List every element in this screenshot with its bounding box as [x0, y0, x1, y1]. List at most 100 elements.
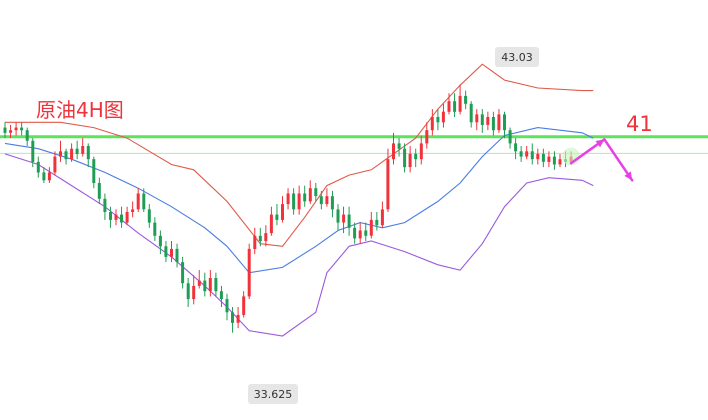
- candle-body: [31, 140, 35, 162]
- candle: [342, 206, 346, 234]
- candle: [530, 143, 534, 165]
- projection-arrows: [569, 138, 634, 182]
- projection-arrow-up: [569, 138, 606, 165]
- candle-body: [397, 143, 401, 149]
- target-price-label: 41: [626, 112, 653, 136]
- candle: [525, 146, 529, 160]
- candle-body: [453, 101, 457, 112]
- projection-arrow-up-head: [595, 139, 605, 148]
- candle-body: [491, 117, 495, 131]
- candle-body: [164, 246, 168, 257]
- low-price-label-box: [248, 384, 298, 404]
- candle-body: [330, 196, 334, 210]
- candle: [9, 124, 13, 139]
- candle: [197, 270, 201, 289]
- candle: [242, 291, 246, 318]
- candle: [347, 206, 351, 236]
- candle-body: [253, 235, 257, 249]
- candle: [164, 241, 168, 263]
- candle-body: [403, 148, 407, 168]
- candle: [408, 146, 412, 173]
- candle: [236, 307, 240, 329]
- candle-body: [42, 172, 46, 181]
- candle-body: [92, 159, 96, 183]
- candle-body: [319, 196, 323, 205]
- candle-body: [3, 127, 7, 133]
- candle: [503, 111, 506, 139]
- candle-body: [9, 130, 13, 133]
- candle: [253, 227, 257, 255]
- candle: [353, 222, 357, 244]
- candle: [375, 212, 379, 231]
- candle: [175, 243, 179, 268]
- candle-body: [419, 143, 423, 160]
- candle-body: [530, 151, 534, 160]
- candle: [25, 127, 29, 147]
- candle: [392, 132, 395, 165]
- candle-body: [203, 280, 207, 292]
- candle: [75, 140, 79, 160]
- candle-body: [414, 153, 418, 160]
- candle: [447, 93, 451, 115]
- candle-body: [59, 151, 62, 157]
- candle-body: [153, 222, 157, 236]
- candle-body: [519, 151, 523, 157]
- candle-body: [430, 117, 434, 131]
- candle-body: [142, 193, 146, 210]
- horizontal-levels: [0, 135, 708, 154]
- candle-body: [314, 188, 318, 197]
- candle: [181, 256, 185, 289]
- candle-body: [353, 227, 357, 239]
- candle-body: [36, 161, 40, 173]
- candle-body: [342, 214, 346, 223]
- low-price-label-text: 33.625: [254, 388, 293, 401]
- candle: [297, 185, 301, 215]
- candle-body: [297, 193, 301, 210]
- candle: [458, 84, 462, 115]
- candle: [453, 93, 457, 117]
- candle: [131, 201, 135, 218]
- candle: [109, 206, 112, 228]
- candle: [208, 270, 212, 297]
- candle: [36, 156, 40, 178]
- candle-body: [214, 278, 218, 292]
- candle: [547, 151, 551, 168]
- candle-body: [20, 127, 24, 131]
- candle-body: [486, 117, 490, 125]
- candle: [42, 167, 46, 183]
- candle: [319, 190, 323, 210]
- candle: [214, 272, 218, 297]
- candle-body: [242, 296, 246, 315]
- candle: [97, 177, 101, 205]
- candle-body: [97, 183, 101, 199]
- candle-body: [441, 111, 445, 123]
- candle: [403, 143, 407, 173]
- candle: [170, 241, 173, 263]
- candle: [308, 180, 312, 205]
- candle: [508, 127, 512, 149]
- candle-body: [514, 143, 518, 152]
- candle: [136, 188, 140, 212]
- candle-body: [286, 193, 290, 205]
- candle: [303, 185, 307, 207]
- candle: [203, 272, 207, 297]
- candle: [269, 206, 273, 236]
- candle-body: [186, 283, 190, 300]
- candle-body: [225, 299, 229, 313]
- candle-body: [464, 95, 468, 104]
- candle-body: [219, 291, 223, 300]
- candle-body: [236, 314, 240, 323]
- candle: [81, 138, 85, 157]
- candle: [186, 277, 190, 307]
- candle-body: [525, 151, 529, 157]
- candle: [419, 135, 423, 165]
- candle-body: [86, 146, 90, 160]
- candle: [70, 143, 74, 162]
- candle: [330, 190, 334, 218]
- candle-body: [325, 196, 329, 205]
- candle-body: [14, 127, 18, 131]
- candle-body: [536, 153, 540, 160]
- candle-body: [558, 159, 562, 165]
- candle-body: [208, 278, 212, 292]
